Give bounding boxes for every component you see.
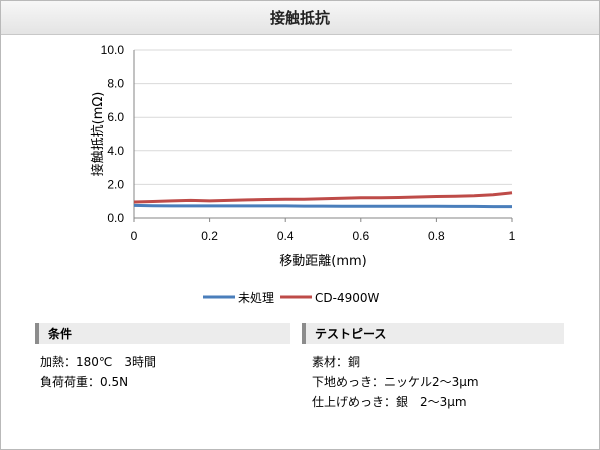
y-tick-label: 8.0 xyxy=(107,77,124,91)
conditions-line-load: 負荷荷重：0.5N xyxy=(40,375,129,389)
series-line-0 xyxy=(133,203,512,209)
x-tick-label: 0.4 xyxy=(277,229,294,243)
conditions-line-heating: 加熱：180℃ 3時間 xyxy=(40,355,157,369)
conditions-header-label: 条件 xyxy=(48,327,73,341)
x-axis-title: 移動距離(mm) xyxy=(279,254,366,269)
series-line-1 xyxy=(133,191,513,204)
x-tick-label: 1 xyxy=(509,229,516,243)
legend-label-0: 未処理 xyxy=(238,291,274,305)
y-tick-label: 6.0 xyxy=(107,110,124,124)
y-tick-label: 2.0 xyxy=(107,177,124,191)
y-tick-label: 10.0 xyxy=(101,43,125,57)
plot-area xyxy=(134,50,512,218)
x-tick-label: 0.6 xyxy=(352,229,369,243)
contact-resistance-chart: 0.0 2.0 4.0 6.0 8.0 10.0 0 0.2 0.4 0.6 0.8 1 移動距離(mm… xyxy=(90,43,516,305)
x-tick-label: 0.8 xyxy=(428,229,445,243)
legend-label-1: CD-4900W xyxy=(315,291,379,305)
test-piece-line-base-plating: 下地めっき：ニッケル2～3μm xyxy=(312,375,479,389)
test-piece-header: テストピース xyxy=(302,323,564,344)
page-title: 接触抵抗 xyxy=(1,1,599,35)
test-piece-line-material: 素材：銅 xyxy=(312,355,361,369)
test-piece-header-marker xyxy=(302,323,306,344)
test-piece-header-label: テストピース xyxy=(315,327,387,341)
test-piece-line-finish-plating: 仕上げめっき：銀 2～3μm xyxy=(312,395,467,409)
y-axis-title: 接触抵抗(mΩ) xyxy=(90,92,106,177)
y-tick-label: 4.0 xyxy=(107,144,124,158)
conditions-header: 条件 xyxy=(35,323,290,344)
x-tick-label: 0 xyxy=(131,229,138,243)
x-tick-label: 0.2 xyxy=(201,229,218,243)
conditions-header-marker xyxy=(35,323,39,344)
y-tick-label: 0.0 xyxy=(107,211,124,225)
